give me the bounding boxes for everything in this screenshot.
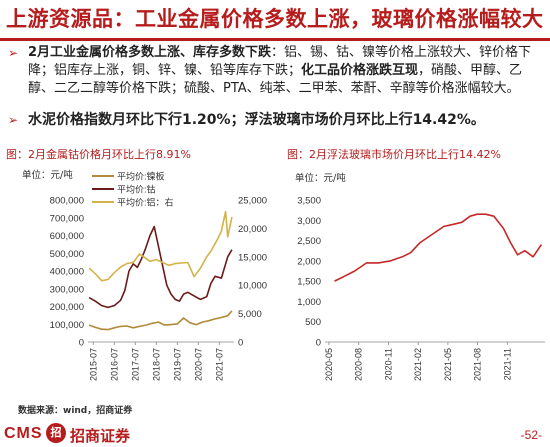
bullet-segment: ：铝、锡、钴、镍等价格上涨较大、锌价格下降；铝库存上涨，铜、锌、镍、铅等库存下跌…	[28, 45, 532, 78]
x-tick-label: 2021-07	[214, 348, 224, 381]
y-right-tick-label: 15,000	[238, 252, 267, 263]
bullet-arrow-icon: ➢	[8, 113, 19, 127]
x-tick-label: 2018-07	[151, 348, 161, 381]
x-tick-label: 2020-11	[383, 348, 393, 380]
bullet-bold-segment: 2月工业金属价格多数上涨、库存多数下跌	[28, 45, 272, 60]
x-tick-label: 2021-11	[502, 348, 512, 380]
x-tick-label: 2020-08	[354, 348, 364, 381]
y-tick-label: 2,500	[297, 236, 321, 247]
y-tick-label: 200,000	[50, 302, 84, 313]
y-tick-label: 2,000	[297, 256, 321, 267]
y-right-tick-label: 10,000	[238, 281, 267, 292]
series-line-left	[88, 225, 233, 309]
x-tick-label: 2019-07	[172, 348, 182, 381]
right-chart-title: 图：2月浮法玻璃市场价月环比上行14.42%	[287, 148, 501, 161]
series-line-right	[88, 210, 233, 282]
bullet-text: 2月工业金属价格多数上涨、库存多数下跌：铝、锡、钴、镍等价格上涨较大、锌价格下降…	[8, 44, 544, 98]
title-divider	[0, 38, 550, 41]
x-tick-label: 2021-05	[443, 348, 453, 381]
x-tick-label: 2020-05	[324, 348, 334, 381]
y-tick-label: 500	[305, 317, 321, 328]
bullet-segment: ，硝酸、甲醇、乙醇、二乙二醇等价格下跌；硫酸、PTA、纯苯、二甲苯、苯酐、辛醇等…	[28, 63, 523, 96]
left-chart-unit: 单位：元/吨	[22, 170, 73, 181]
y-tick-label: 0	[79, 338, 84, 349]
y-tick-label: 600,000	[50, 231, 84, 242]
x-tick-label: 2015-07	[88, 348, 98, 381]
y-tick-label: 100,000	[50, 320, 84, 331]
legend-label: 平均价:铝：右	[117, 197, 174, 208]
brand-logo-text: CMS	[4, 425, 43, 442]
slide-title: 上游资源品：工业金属价格多数上涨，玻璃价格涨幅较大	[6, 7, 544, 31]
y-tick-label: 800,000	[50, 196, 84, 207]
y-tick-label: 0	[316, 338, 321, 349]
x-tick-label: 2021-02	[413, 348, 423, 381]
x-tick-label: 2017-07	[130, 348, 140, 381]
y-tick-label: 700,000	[50, 213, 84, 224]
bullet-arrow-icon: ➢	[8, 46, 19, 60]
left-chart-title: 图：2月金属钴价格月环比上行8.91%	[6, 148, 191, 161]
bullet-cement-glass: ➢ 水泥价格指数月环比下行1.20%；浮法玻璃市场价月环比上行14.42%。	[8, 110, 544, 130]
data-source: 数据来源：wind，招商证券	[18, 406, 133, 416]
page-number: -52-	[520, 428, 542, 442]
brand-logo-icon: 招	[46, 423, 66, 443]
legend-label: 平均价:钴	[117, 184, 156, 195]
y-right-tick-label: 0	[238, 338, 243, 349]
y-tick-label: 300,000	[50, 284, 84, 295]
y-tick-label: 1,500	[297, 277, 321, 288]
brand-name: 招商证券	[70, 427, 131, 445]
bullet-metals-chem: ➢ 2月工业金属价格多数上涨、库存多数下跌：铝、锡、钴、镍等价格上涨较大、锌价格…	[8, 44, 544, 98]
y-tick-label: 500,000	[50, 249, 84, 260]
y-tick-label: 3,000	[297, 216, 321, 227]
legend-label: 平均价:镍板	[117, 171, 165, 182]
y-tick-label: 1,000	[297, 297, 321, 308]
bullet-bold-segment: 化工品价格涨跌互现	[301, 63, 419, 78]
y-right-tick-label: 5,000	[238, 309, 262, 320]
y-tick-label: 400,000	[50, 267, 84, 278]
x-tick-label: 2016-07	[109, 348, 119, 381]
y-right-tick-label: 20,000	[238, 224, 267, 235]
y-right-tick-label: 25,000	[238, 196, 267, 207]
right-chart-unit: 单位：元/吨	[295, 173, 346, 184]
x-tick-label: 2020-07	[193, 348, 203, 381]
x-tick-label: 2021-08	[473, 348, 483, 381]
series-line-left	[88, 310, 233, 331]
y-tick-label: 3,500	[297, 196, 321, 207]
series-line-left	[334, 213, 543, 282]
bullet-text: 水泥价格指数月环比下行1.20%；浮法玻璃市场价月环比上行14.42%。	[28, 112, 485, 128]
